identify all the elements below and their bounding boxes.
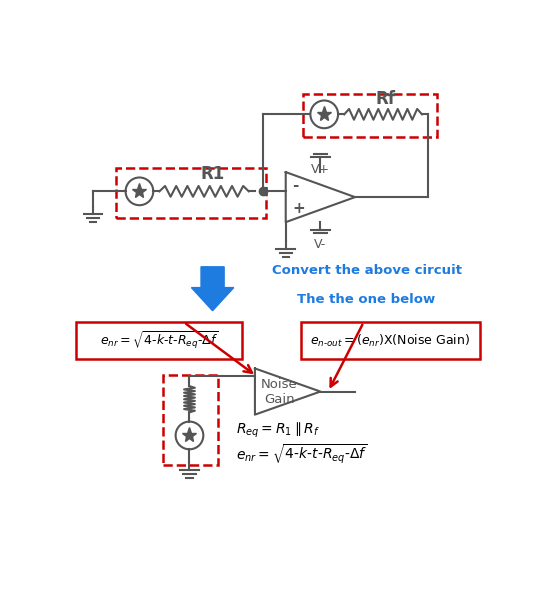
Bar [117,168,267,218]
Text: -: - [292,178,298,193]
Bar [163,374,218,464]
Polygon shape [191,267,234,311]
Bar [76,322,242,359]
Text: Rf: Rf [376,90,396,108]
Text: $e_{n\text{-}out} = (e_{nr})\text{X}(\text{Noise Gain})$: $e_{n\text{-}out} = (e_{nr})\text{X}(\te… [310,332,470,349]
Text: V-: V- [314,238,327,251]
Text: Noise
Gain: Noise Gain [261,377,298,406]
Bar [301,322,480,359]
Text: Convert the above circuit: Convert the above circuit [272,264,461,277]
Text: R1: R1 [200,166,225,184]
Text: $e_{nr} = \sqrt{4\text{-}k\text{-}t\text{-}R_{eq}\text{-}\Delta f}$: $e_{nr} = \sqrt{4\text{-}k\text{-}t\text… [236,442,367,466]
Text: The the one below: The the one below [298,293,436,307]
Text: $R_{eq} = R_1 \parallel R_f$: $R_{eq} = R_1 \parallel R_f$ [236,421,320,440]
Text: +: + [292,201,305,216]
Bar [302,94,437,137]
Text: V+: V+ [311,163,330,176]
Text: $e_{nr} = \sqrt{4\text{-}k\text{-}t\text{-}R_{eq}\text{-}\Delta f}$: $e_{nr} = \sqrt{4\text{-}k\text{-}t\text… [100,330,218,352]
